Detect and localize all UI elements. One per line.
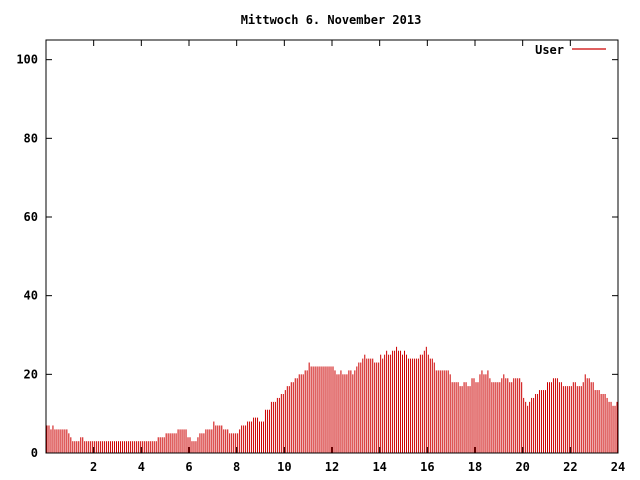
y-tick-label: 60 (24, 210, 38, 224)
legend-label-user: User (535, 43, 564, 57)
chart-title: Mittwoch 6. November 2013 (241, 13, 422, 27)
y-tick-label: 80 (24, 131, 38, 145)
x-tick-label: 12 (325, 460, 339, 474)
x-tick-label: 2 (90, 460, 97, 474)
x-axis: 2 4 6 8 10 12 14 16 18 20 22 24 (90, 40, 625, 474)
x-tick-label: 6 (185, 460, 192, 474)
x-tick-label: 24 (611, 460, 625, 474)
x-tick-label: 14 (372, 460, 386, 474)
legend: User (535, 43, 606, 57)
y-tick-label: 40 (24, 289, 38, 303)
x-tick-label: 4 (138, 460, 145, 474)
bar-series-user (46, 346, 618, 453)
x-tick-label: 10 (277, 460, 291, 474)
y-tick-label: 20 (24, 367, 38, 381)
plot-frame (45, 39, 619, 454)
x-tick-label: 18 (468, 460, 482, 474)
x-tick-label: 16 (420, 460, 434, 474)
y-tick-label: 100 (16, 53, 38, 67)
x-tick-label: 20 (515, 460, 529, 474)
x-tick-label: 22 (563, 460, 577, 474)
y-axis: 0 20 40 60 80 100 (16, 53, 618, 460)
y-tick-label: 0 (31, 446, 38, 460)
x-tick-label: 8 (233, 460, 240, 474)
